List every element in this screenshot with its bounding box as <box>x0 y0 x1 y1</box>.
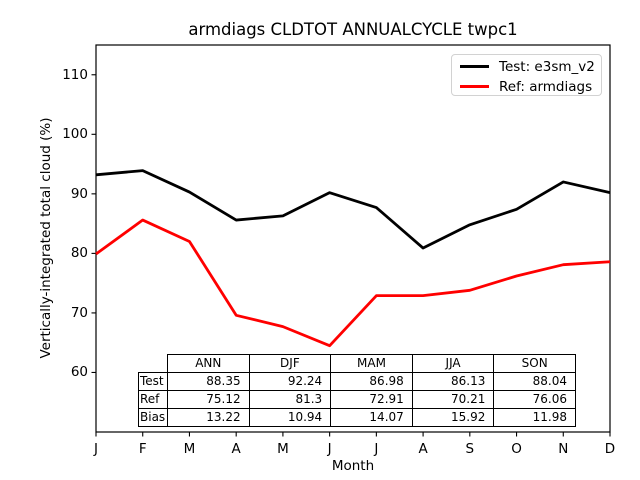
series-line-test <box>95 169 611 250</box>
table-cell: 11.98 <box>493 408 576 427</box>
table-col-header-jja: JJA <box>411 354 495 373</box>
table-cell: 76.06 <box>493 390 576 409</box>
table-cell: 81.3 <box>248 390 332 409</box>
x-axis-label: Month <box>331 458 375 474</box>
y-tick-label: 90 <box>70 185 88 202</box>
table-row-ref: Ref 75.12 81.3 72.91 70.21 76.06 <box>138 390 576 409</box>
table-cell: 72.91 <box>330 390 413 409</box>
table-corner-blank <box>139 355 168 373</box>
legend: Test: e3sm_v2 Ref: armdiags <box>451 54 602 96</box>
x-tick-label: A <box>418 441 428 457</box>
x-tick-label: J <box>327 441 332 457</box>
chart-title: armdiags CLDTOT ANNUALCYCLE twpc1 <box>188 20 518 39</box>
table-cell: 70.21 <box>411 390 495 409</box>
table-cell: 92.24 <box>248 372 332 391</box>
x-tick-label: D <box>604 441 616 457</box>
table-cell: 88.04 <box>493 372 576 391</box>
y-tick-label: 110 <box>62 66 88 83</box>
table-cell: 86.98 <box>330 372 413 391</box>
x-tick-label: J <box>374 441 379 457</box>
x-tick-label: F <box>138 441 147 457</box>
table-cell: 88.35 <box>167 372 250 391</box>
x-tick-label: S <box>465 441 475 457</box>
legend-label-ref: Ref: armdiags <box>499 78 593 95</box>
table-row-label-ref: Ref <box>138 390 168 409</box>
y-tick-label: 80 <box>70 245 88 262</box>
table-col-header-mam: MAM <box>330 354 413 373</box>
table-row-bias: Bias 13.22 10.94 14.07 15.92 11.98 <box>138 408 576 427</box>
legend-line-sample-test <box>460 65 489 68</box>
table-cell: 86.13 <box>411 372 495 391</box>
x-tick-label: M <box>277 441 289 457</box>
table-row-label-bias: Bias <box>138 408 168 427</box>
y-axis-ticks: 60 70 80 90 100 110 <box>0 0 88 480</box>
table-col-header-ann: ANN <box>167 354 250 373</box>
table-cell: 15.92 <box>411 408 495 427</box>
y-tick-label: 100 <box>62 126 88 143</box>
legend-item-test: Test: e3sm_v2 <box>452 57 601 76</box>
x-tick-label: J <box>94 441 98 457</box>
series-line-ref <box>95 218 611 348</box>
legend-label-test: Test: e3sm_v2 <box>499 58 595 75</box>
table-row-test: Test 88.35 92.24 86.98 86.13 88.04 <box>138 372 576 391</box>
legend-item-ref: Ref: armdiags <box>452 77 601 96</box>
legend-line-sample-ref <box>460 85 489 88</box>
y-tick-label: 60 <box>70 364 88 381</box>
table-cell: 14.07 <box>330 408 413 427</box>
table-col-header-djf: DJF <box>248 354 332 373</box>
x-tick-label: A <box>231 441 241 457</box>
table-cell: 75.12 <box>167 390 250 409</box>
x-tick-label: M <box>183 441 196 457</box>
axes-frame <box>95 44 611 433</box>
table-col-header-son: SON <box>493 354 576 373</box>
table-header-row: ANN DJF MAM JJA SON <box>139 354 576 373</box>
x-tick-label: N <box>558 441 569 457</box>
table-cell: 10.94 <box>248 408 332 427</box>
x-tick-label: O <box>511 441 522 457</box>
stats-table: ANN DJF MAM JJA SON Test 88.35 92.24 86.… <box>138 354 576 427</box>
table-row-label-test: Test <box>138 372 168 391</box>
y-tick-label: 70 <box>70 304 88 321</box>
table-cell: 13.22 <box>167 408 250 427</box>
